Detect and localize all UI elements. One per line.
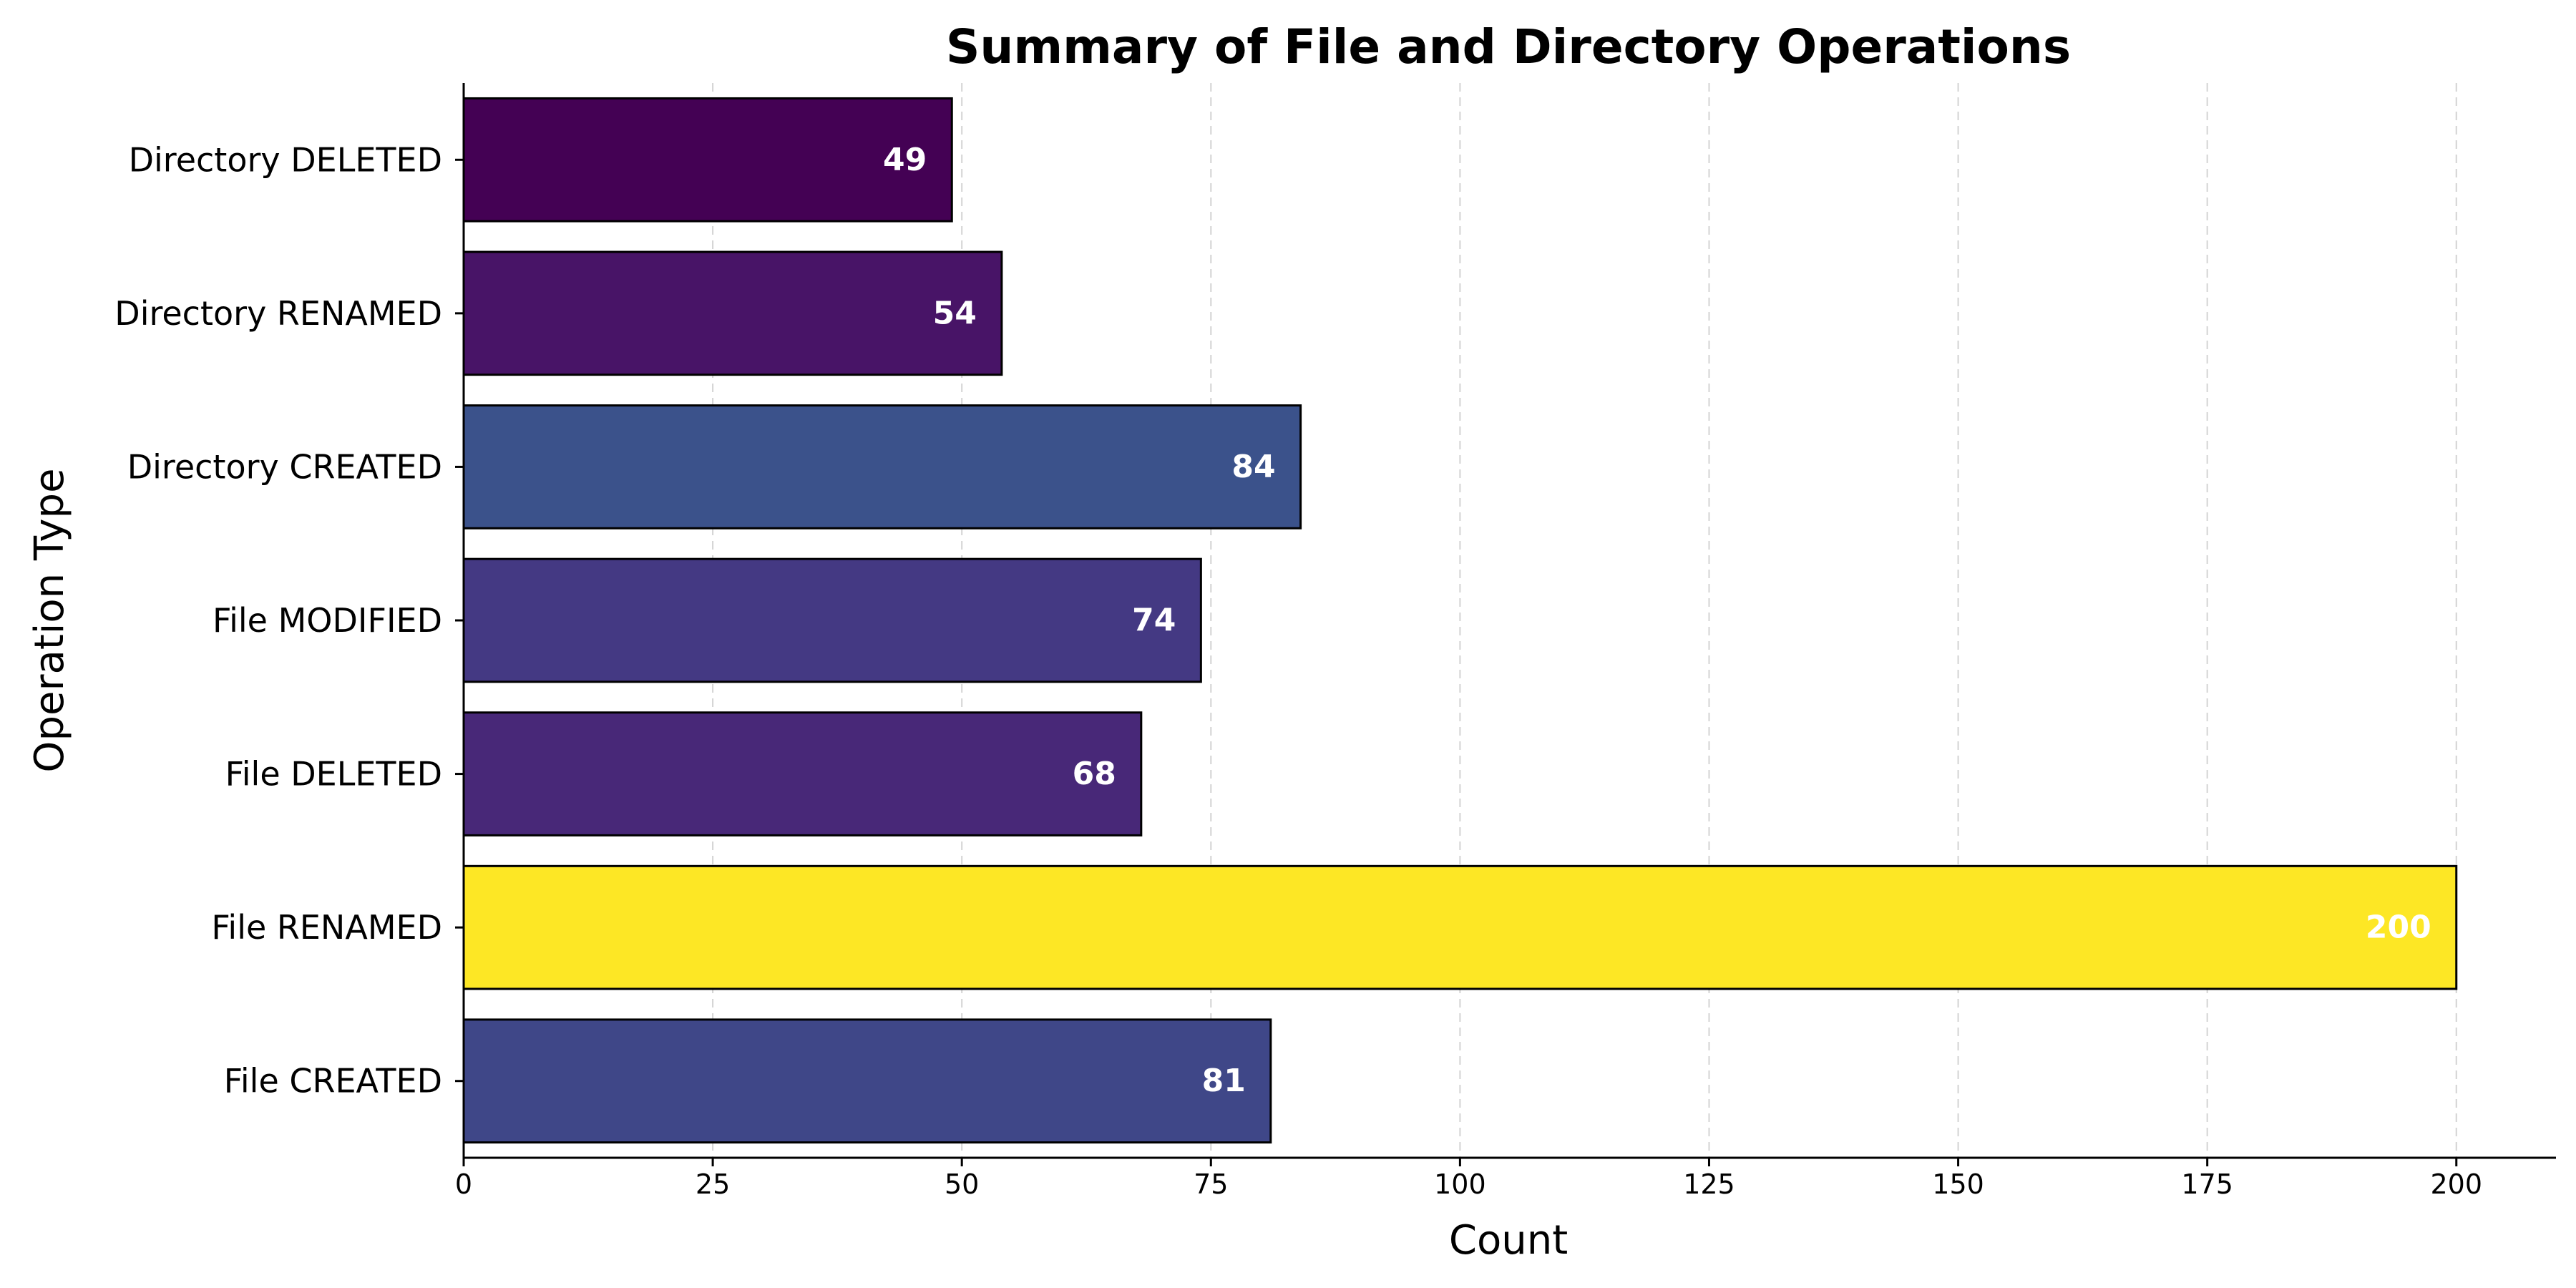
bars bbox=[462, 97, 2458, 1144]
value-label-directory-created: 84 bbox=[1231, 449, 1275, 485]
y-tick-label: File CREATED bbox=[224, 1062, 442, 1101]
y-axis-categories: File CREATED File RENAMED File DELETED File… bbox=[114, 140, 464, 1101]
value-label-directory-deleted: 49 bbox=[883, 142, 927, 178]
bar-file-modified bbox=[462, 557, 1202, 683]
x-tick-label: 175 bbox=[2181, 1169, 2233, 1200]
y-tick-label: File RENAMED bbox=[211, 908, 442, 947]
bar-directory-deleted bbox=[462, 97, 953, 223]
y-tick-label: Directory CREATED bbox=[127, 447, 442, 486]
value-label-file-renamed: 200 bbox=[2366, 909, 2431, 946]
bar-file-deleted bbox=[462, 711, 1143, 836]
y-tick-label: File DELETED bbox=[225, 755, 442, 794]
value-labels: 81 200 68 74 84 54 49 bbox=[883, 142, 2431, 1099]
x-axis-label: Count bbox=[1449, 1217, 1568, 1264]
value-label-directory-renamed: 54 bbox=[933, 295, 977, 331]
x-tick-label: 150 bbox=[1932, 1169, 1984, 1200]
x-tick-label: 25 bbox=[696, 1169, 730, 1200]
x-tick-label: 0 bbox=[455, 1169, 472, 1200]
value-label-file-created: 81 bbox=[1202, 1063, 1246, 1099]
y-tick-label: Directory RENAMED bbox=[114, 294, 442, 333]
bar-file-created bbox=[462, 1018, 1272, 1144]
x-tick-label: 100 bbox=[1434, 1169, 1486, 1200]
y-tick-label: Directory DELETED bbox=[129, 140, 442, 179]
bar-directory-created bbox=[462, 404, 1302, 530]
x-axis-ticks: 0 25 50 75 100 125 150 175 200 bbox=[455, 1158, 2482, 1200]
value-label-file-deleted: 68 bbox=[1073, 756, 1116, 792]
y-tick-label: File MODIFIED bbox=[213, 601, 442, 640]
value-label-file-modified: 74 bbox=[1132, 602, 1176, 639]
chart-title: Summary of File and Directory Operations bbox=[946, 19, 2071, 74]
x-tick-label: 200 bbox=[2430, 1169, 2482, 1200]
x-tick-label: 75 bbox=[1194, 1169, 1228, 1200]
x-tick-label: 125 bbox=[1683, 1169, 1735, 1200]
bar-file-renamed bbox=[462, 864, 2458, 990]
bar-directory-renamed bbox=[462, 250, 1003, 376]
x-tick-label: 50 bbox=[945, 1169, 979, 1200]
y-axis-label: Operation Type bbox=[26, 468, 73, 772]
